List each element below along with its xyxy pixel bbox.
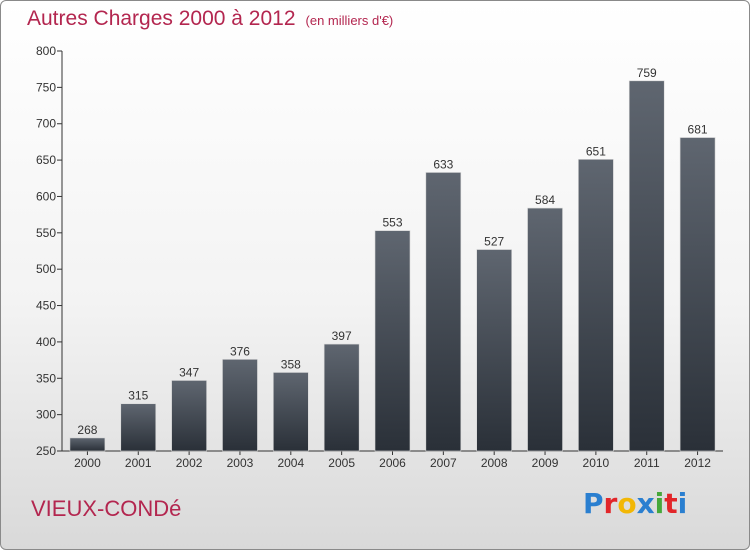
- bar: [628, 80, 665, 452]
- x-tick-label: 2003: [227, 456, 254, 470]
- data-label: 633: [433, 157, 453, 171]
- x-tick-label: 2012: [684, 456, 711, 470]
- y-tick-label: 500: [36, 262, 56, 276]
- bar: [679, 137, 716, 452]
- y-tick-label: 700: [36, 117, 56, 131]
- title-unit: (en milliers d'€): [305, 13, 394, 28]
- y-tick-label: 300: [36, 408, 56, 422]
- x-tick-label: 2007: [430, 456, 457, 470]
- bar: [273, 372, 309, 452]
- logo-letter: o: [617, 487, 637, 520]
- bar: [69, 437, 106, 452]
- bar: [374, 230, 411, 452]
- y-tick-label: 450: [36, 299, 56, 313]
- data-label: 584: [535, 193, 555, 207]
- y-tick-label: 400: [36, 335, 56, 349]
- logo-letter: r: [603, 487, 618, 520]
- x-tick-label: 2000: [74, 456, 101, 470]
- data-label: 681: [688, 123, 708, 137]
- bar: [222, 359, 258, 452]
- bar: [476, 249, 512, 452]
- bar: [171, 380, 207, 452]
- title-text: Autres Charges 2000 à 2012: [27, 7, 296, 30]
- logo-letter: P: [583, 487, 604, 520]
- logo-letter: x: [636, 487, 655, 520]
- data-label: 347: [179, 365, 199, 379]
- logo-letter: i: [677, 487, 688, 520]
- y-tick-label: 750: [36, 80, 56, 94]
- town-name: VIEUX-CONDé: [31, 496, 182, 521]
- x-tick-label: 2004: [277, 456, 304, 470]
- logo-letter: t: [664, 487, 678, 520]
- data-label: 553: [382, 216, 402, 230]
- y-tick-label: 550: [36, 226, 56, 240]
- data-label: 376: [230, 344, 250, 358]
- x-tick-label: 2010: [583, 456, 610, 470]
- y-tick-label: 800: [36, 44, 56, 58]
- bar: [323, 343, 360, 452]
- x-tick-label: 2001: [125, 456, 152, 470]
- y-tick-label: 250: [36, 444, 56, 458]
- data-label: 397: [332, 329, 352, 343]
- chart-title: Autres Charges 2000 à 2012 (en milliers d…: [27, 7, 393, 31]
- data-label: 358: [281, 357, 301, 371]
- x-tick-label: 2005: [328, 456, 355, 470]
- data-label: 527: [484, 235, 504, 249]
- y-tick-label: 350: [36, 371, 56, 385]
- x-tick-label: 2008: [481, 456, 508, 470]
- proxiti-logo[interactable]: Proxiti: [583, 487, 687, 520]
- x-tick-label: 2011: [634, 456, 660, 470]
- data-label: 268: [77, 423, 97, 437]
- x-tick-label: 2009: [532, 456, 559, 470]
- y-tick-label: 650: [36, 153, 56, 167]
- data-label: 759: [637, 66, 657, 80]
- data-label: 651: [586, 144, 606, 158]
- logo-letter: i: [654, 487, 665, 520]
- bar: [120, 403, 157, 452]
- x-tick-label: 2002: [176, 456, 203, 470]
- y-tick-label: 600: [36, 189, 56, 203]
- bar: [527, 207, 563, 452]
- bar: [425, 172, 462, 452]
- bar: [578, 159, 614, 452]
- data-label: 315: [128, 389, 148, 403]
- x-tick-label: 2006: [379, 456, 406, 470]
